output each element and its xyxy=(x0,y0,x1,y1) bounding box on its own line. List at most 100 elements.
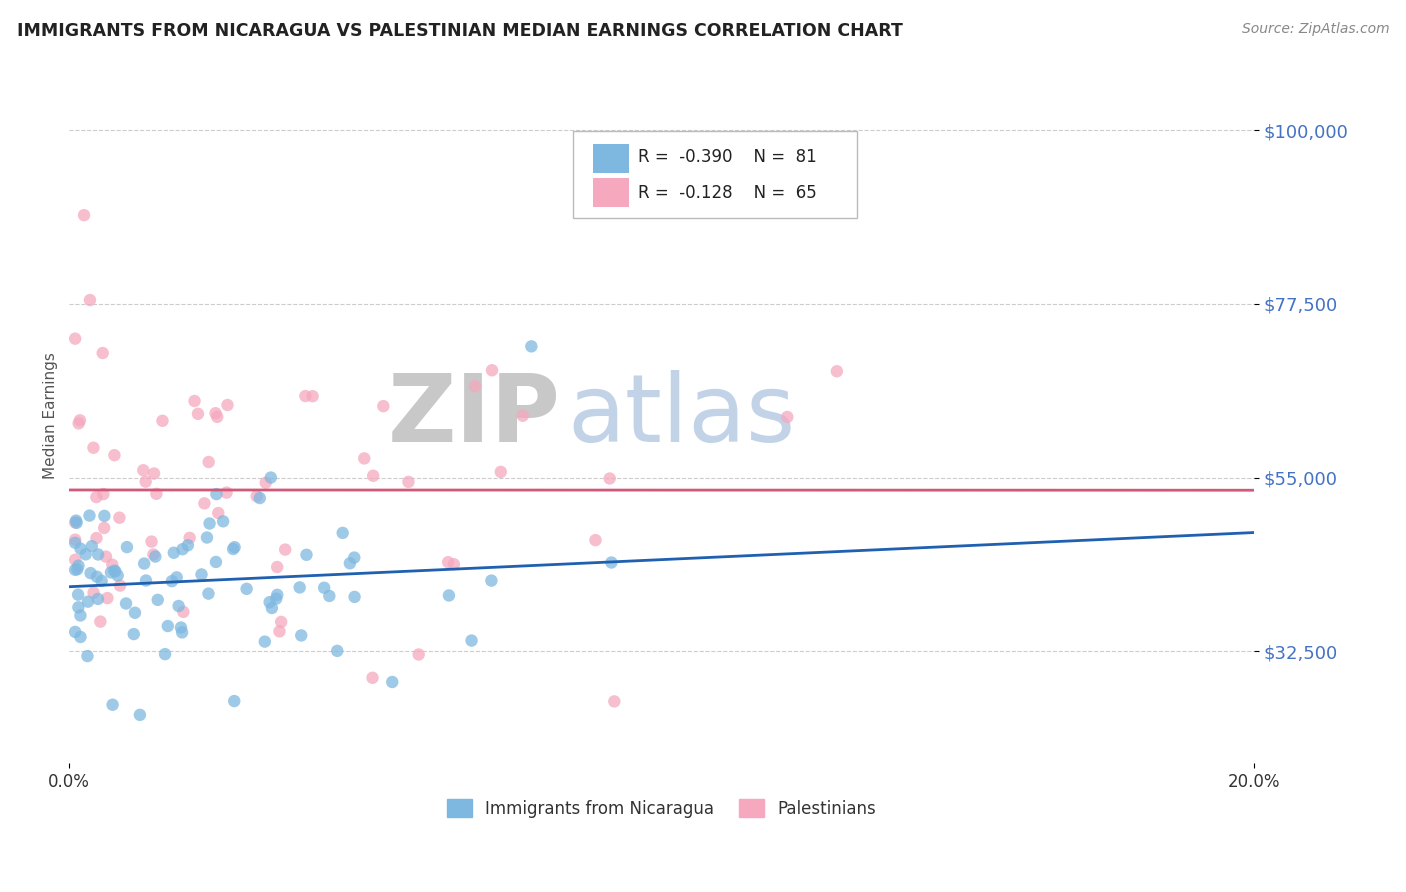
Point xyxy=(197,455,219,469)
Text: R =  -0.128    N =  65: R = -0.128 N = 65 xyxy=(638,184,817,202)
Point xyxy=(124,606,146,620)
Point xyxy=(235,582,257,596)
Y-axis label: Median Earnings: Median Earnings xyxy=(44,352,58,479)
Point xyxy=(69,608,91,623)
Point xyxy=(269,624,291,639)
Point xyxy=(326,644,349,658)
Point xyxy=(270,615,292,629)
Point xyxy=(585,533,607,548)
Text: atlas: atlas xyxy=(567,370,796,462)
Point xyxy=(101,558,124,572)
Point xyxy=(79,508,101,523)
Point xyxy=(115,540,138,554)
Point xyxy=(86,570,108,584)
Point xyxy=(825,364,848,378)
Text: R =  -0.390    N =  81: R = -0.390 N = 81 xyxy=(638,148,817,167)
Point xyxy=(172,542,194,557)
Point xyxy=(87,591,110,606)
Point xyxy=(301,389,323,403)
Point xyxy=(353,451,375,466)
Point xyxy=(437,555,460,569)
Point xyxy=(274,542,297,557)
Point xyxy=(73,208,96,222)
Point xyxy=(153,647,176,661)
Point xyxy=(122,627,145,641)
Point xyxy=(177,538,200,552)
Point xyxy=(195,531,218,545)
Point xyxy=(152,414,174,428)
Point xyxy=(93,508,115,523)
Point xyxy=(96,591,118,605)
Point xyxy=(464,379,486,393)
Point xyxy=(259,595,281,609)
Point xyxy=(361,468,384,483)
Point xyxy=(254,475,277,490)
Point xyxy=(207,506,229,520)
Point xyxy=(87,548,110,562)
FancyBboxPatch shape xyxy=(593,178,628,208)
Point xyxy=(288,581,311,595)
Point xyxy=(66,516,89,530)
Point xyxy=(260,470,283,484)
Point xyxy=(193,496,215,510)
Point xyxy=(146,593,169,607)
Point xyxy=(266,588,288,602)
Point xyxy=(190,567,212,582)
Point xyxy=(115,597,138,611)
Point xyxy=(264,591,287,606)
Point xyxy=(134,557,156,571)
Point xyxy=(142,548,165,562)
Point xyxy=(67,600,90,615)
Point xyxy=(65,514,87,528)
Point xyxy=(143,549,166,564)
Point xyxy=(343,590,366,604)
Point xyxy=(170,620,193,634)
Point xyxy=(86,531,108,545)
Point xyxy=(253,634,276,648)
Point xyxy=(103,564,125,578)
Point xyxy=(207,409,229,424)
Point xyxy=(443,558,465,572)
Point xyxy=(179,531,201,545)
Point xyxy=(79,293,101,307)
Point xyxy=(166,570,188,584)
Point xyxy=(205,555,228,569)
Point xyxy=(63,624,86,639)
Point xyxy=(408,648,430,662)
Point xyxy=(100,566,122,580)
Point xyxy=(79,566,101,580)
Text: Source: ZipAtlas.com: Source: ZipAtlas.com xyxy=(1241,22,1389,37)
Point xyxy=(224,694,246,708)
Point xyxy=(63,332,86,346)
Point xyxy=(63,553,86,567)
Point xyxy=(460,633,482,648)
Point xyxy=(141,534,163,549)
Point xyxy=(512,409,534,423)
Point xyxy=(145,487,167,501)
Point xyxy=(75,547,97,561)
Point xyxy=(249,491,271,505)
Point xyxy=(197,586,219,600)
Point xyxy=(172,605,194,619)
Point xyxy=(167,599,190,613)
Point xyxy=(82,441,104,455)
Point xyxy=(77,594,100,608)
Point xyxy=(63,533,86,547)
Point xyxy=(437,589,460,603)
Point xyxy=(294,389,316,403)
Point xyxy=(381,675,404,690)
Point xyxy=(103,448,125,462)
Point xyxy=(198,516,221,531)
Point xyxy=(332,525,354,540)
Point xyxy=(212,514,235,528)
FancyBboxPatch shape xyxy=(593,144,628,173)
Point xyxy=(132,463,155,477)
Point xyxy=(599,471,621,485)
Point xyxy=(66,562,89,576)
Point xyxy=(76,649,98,664)
Point xyxy=(343,550,366,565)
Point xyxy=(89,615,111,629)
Point xyxy=(481,574,503,588)
Point xyxy=(246,489,269,503)
Point xyxy=(104,564,127,578)
